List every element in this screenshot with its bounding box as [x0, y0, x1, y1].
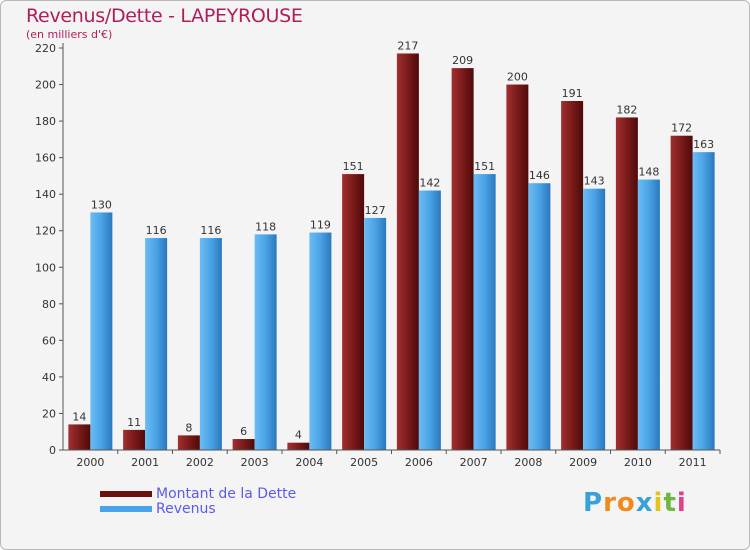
chart-title: Revenus/Dette - LAPEYROUSE	[26, 5, 303, 27]
data-label-revenue: 151	[474, 160, 495, 173]
x-tick-label: 2001	[131, 456, 159, 469]
logo-letter: x	[635, 488, 654, 518]
bar-debt	[561, 100, 584, 450]
data-label-debt: 6	[240, 425, 247, 438]
bar-revenue	[692, 152, 715, 450]
logo-letter: i	[676, 488, 687, 518]
bar-debt	[396, 53, 419, 451]
proxiti-logo: Proxiti	[583, 488, 687, 518]
x-tick-label: 2004	[295, 456, 323, 469]
data-label-debt: 151	[343, 160, 364, 173]
x-tick-label: 2008	[514, 456, 542, 469]
x-tick-label: 2003	[241, 456, 269, 469]
x-tick-label: 2005	[350, 456, 378, 469]
logo-letter: t	[663, 488, 677, 518]
y-tick-label: 0	[49, 444, 56, 457]
bar-debt	[451, 68, 474, 450]
data-label-revenue: 142	[419, 177, 440, 190]
logo-letter: P	[583, 488, 604, 518]
bar-revenue	[90, 212, 113, 450]
bar-debt	[123, 429, 146, 450]
x-tick-label: 2011	[679, 456, 707, 469]
data-label-debt: 14	[72, 410, 86, 423]
data-label-revenue: 118	[255, 220, 276, 233]
x-tick-label: 2000	[76, 456, 104, 469]
logo-letter: o	[616, 488, 636, 518]
data-label-debt: 8	[185, 421, 192, 434]
legend: Montant de la Dette Revenus	[100, 485, 297, 517]
x-tick-label: 2002	[186, 456, 214, 469]
data-label-debt: 191	[562, 87, 583, 100]
bar-revenue	[418, 190, 441, 450]
data-label-debt: 11	[127, 416, 141, 429]
data-label-revenue: 143	[584, 175, 605, 188]
logo-letter: r	[603, 488, 617, 518]
data-label-debt: 182	[616, 103, 637, 116]
bar-revenue	[583, 188, 606, 450]
bar-debt	[232, 439, 255, 450]
bar-revenue	[199, 238, 222, 450]
data-label-debt: 217	[397, 39, 418, 52]
data-label-revenue: 127	[365, 204, 386, 217]
legend-label-debt: Montant de la Dette	[156, 485, 297, 502]
bar-revenue	[473, 174, 496, 450]
data-label-revenue: 130	[91, 198, 112, 211]
data-label-revenue: 146	[529, 169, 550, 182]
legend-item-debt: Montant de la Dette	[100, 485, 297, 502]
chart-subtitle: (en milliers d'€)	[26, 28, 113, 41]
data-label-debt: 200	[507, 71, 528, 84]
data-label-debt: 4	[295, 429, 302, 442]
bar-debt	[342, 174, 365, 450]
x-tick-label: 2010	[624, 456, 652, 469]
bar-revenue	[637, 179, 660, 450]
legend-label-revenue: Revenus	[156, 500, 216, 517]
legend-item-revenue: Revenus	[100, 500, 296, 517]
bar-revenue	[254, 234, 277, 450]
y-tick-label: 40	[42, 371, 56, 384]
bar-debt	[615, 117, 638, 450]
bar-debt	[287, 442, 310, 450]
bar-revenue	[309, 232, 332, 450]
bar-debt	[177, 435, 200, 450]
data-label-debt: 209	[452, 54, 473, 67]
y-tick-label: 160	[35, 152, 56, 165]
bar-debt	[506, 84, 529, 450]
data-label-revenue: 148	[638, 166, 659, 179]
x-tick-label: 2006	[405, 456, 433, 469]
y-tick-label: 200	[35, 79, 56, 92]
y-tick-label: 140	[35, 188, 56, 201]
legend-swatch-revenue	[100, 505, 152, 512]
y-tick-label: 180	[35, 115, 56, 128]
x-axis: 2000 2001 2002 2003 2004 2005 2006 2007 2008 2009…	[63, 449, 721, 469]
legend-swatch-debt	[100, 490, 152, 497]
y-tick-label: 80	[42, 298, 56, 311]
x-tick-label: 2009	[569, 456, 597, 469]
data-label-revenue: 116	[146, 224, 167, 237]
bar-debt	[68, 424, 91, 450]
data-label-revenue: 119	[310, 219, 331, 232]
bars-group: 14 130 11 116 8 116 6 118 4 119 151 127 217 142 209 151…	[68, 39, 715, 451]
y-tick-label: 20	[42, 407, 56, 420]
y-tick-label: 100	[35, 261, 56, 274]
logo-letter: i	[653, 488, 664, 518]
bar-revenue	[145, 238, 168, 450]
y-tick-label: 60	[42, 334, 56, 347]
y-tick-label: 220	[35, 42, 56, 55]
data-label-debt: 172	[671, 122, 692, 135]
bar-revenue	[364, 217, 387, 450]
data-label-revenue: 163	[693, 138, 714, 151]
y-axis: 0 20 40 60 80 100 120 140 160 180 200 220	[35, 42, 64, 457]
x-tick-label: 2007	[460, 456, 488, 469]
y-tick-label: 120	[35, 225, 56, 238]
bar-revenue	[528, 183, 551, 450]
bar-debt	[670, 135, 693, 450]
data-label-revenue: 116	[200, 224, 221, 237]
